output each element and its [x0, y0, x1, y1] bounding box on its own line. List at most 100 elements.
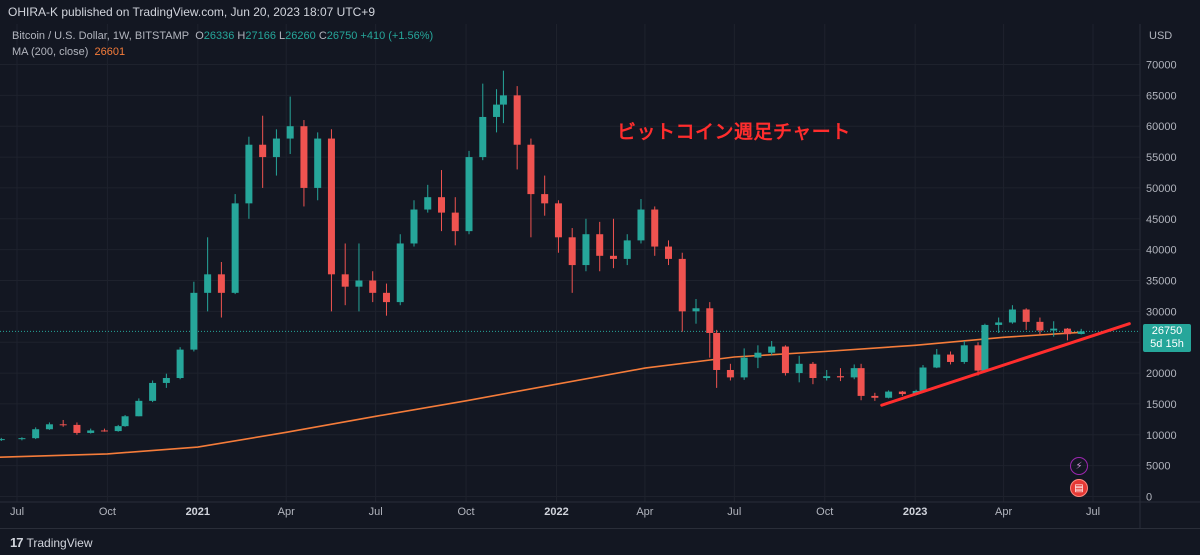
candle-body: [960, 345, 968, 362]
top-bar: OHIRA-K published on TradingView.com, Ju…: [0, 0, 1200, 24]
ma-legend[interactable]: MA (200, close) 26601: [12, 46, 125, 58]
close-label: C: [318, 30, 327, 42]
candle-body: [768, 346, 776, 353]
candle-body: [87, 430, 95, 433]
x-tick-label: Oct: [816, 506, 833, 518]
candle-body: [596, 234, 604, 256]
candle-body: [809, 363, 817, 379]
chart-annotation[interactable]: ビットコイン週足チャート: [617, 122, 851, 143]
candle-body: [651, 209, 659, 247]
current-price-tag: 26750 5d 15h: [1143, 324, 1191, 352]
candle-body: [1008, 309, 1016, 323]
y-tick-label: 50000: [1146, 183, 1177, 195]
footer-bar: 17 TradingView: [0, 528, 1200, 555]
candle-body: [341, 274, 349, 287]
ma-label: MA (200, close): [12, 46, 89, 58]
x-tick-label: Apr: [278, 506, 295, 518]
us-flag-icon[interactable]: ▤: [1070, 479, 1088, 497]
candle-body: [259, 144, 267, 158]
open-label: O: [195, 30, 204, 42]
candle-body: [623, 240, 631, 259]
x-tick-label: 2021: [186, 506, 210, 518]
candle-body: [355, 280, 363, 287]
candle-body: [73, 424, 81, 433]
candle-body: [176, 349, 184, 379]
candle-body: [726, 369, 734, 378]
candle-body: [740, 357, 748, 378]
candle-body: [465, 157, 473, 232]
candle-body: [231, 203, 239, 293]
high-label: H: [237, 30, 246, 42]
low-value: 26260: [285, 30, 316, 42]
candle-body: [898, 391, 906, 395]
candle-body: [1036, 321, 1044, 331]
candle-body: [286, 126, 294, 139]
y-tick-label: 0: [1146, 492, 1152, 504]
candle-body: [59, 424, 67, 426]
candle-body: [871, 395, 879, 398]
candle-body: [204, 274, 212, 293]
x-tick-label: Apr: [995, 506, 1012, 518]
candle-body: [836, 376, 844, 378]
y-tick-label: 20000: [1146, 368, 1177, 380]
y-tick-label: 30000: [1146, 306, 1177, 318]
candle-body: [0, 439, 5, 441]
candle-body: [713, 332, 721, 370]
candle-body: [424, 197, 432, 210]
candle-body: [396, 243, 404, 303]
tradingview-mark-icon: 17: [10, 535, 24, 550]
symbol-name: Bitcoin / U.S. Dollar, 1W, BITSTAMP: [12, 30, 190, 42]
candle-body: [100, 430, 108, 432]
candle-body: [947, 354, 955, 362]
y-tick-label: 35000: [1146, 276, 1177, 288]
x-tick-label: Oct: [458, 506, 475, 518]
candle-body: [327, 138, 335, 275]
x-tick-label: 2022: [544, 506, 568, 518]
candle-body: [382, 292, 390, 303]
open-value: 26336: [203, 30, 235, 42]
candle-body: [706, 308, 714, 333]
candle-body: [135, 400, 143, 417]
candle-body: [410, 209, 418, 244]
candle-body: [45, 424, 53, 430]
lightning-icon[interactable]: ⚡: [1070, 457, 1088, 475]
candle-body: [857, 368, 865, 396]
chart-canvas[interactable]: 0500010000150002000025000300003500040000…: [0, 24, 1200, 528]
low-label: L: [279, 30, 286, 42]
candle-body: [582, 234, 590, 266]
x-tick-label: Jul: [10, 506, 24, 518]
x-tick-label: Jul: [369, 506, 383, 518]
candle-body: [438, 197, 446, 213]
candle-body: [541, 194, 549, 204]
candle-body: [885, 391, 893, 398]
candle-body: [678, 258, 686, 312]
candle-body: [568, 237, 576, 266]
current-price-value: 26750: [1151, 325, 1183, 337]
moving-average-line: [0, 331, 1082, 459]
x-tick-label: Jul: [1086, 506, 1100, 518]
x-tick-label: Oct: [99, 506, 116, 518]
candle-body: [609, 255, 617, 259]
candle-body: [850, 368, 858, 378]
tradingview-logo[interactable]: 17 TradingView: [10, 535, 93, 550]
candle-body: [493, 104, 501, 117]
candle-body: [933, 354, 941, 368]
x-tick-label: Apr: [636, 506, 653, 518]
y-tick-label: 10000: [1146, 430, 1177, 442]
candle-body: [527, 144, 535, 195]
candle-body: [272, 138, 280, 158]
ma-value: 26601: [94, 46, 126, 58]
candle-body: [18, 438, 26, 440]
currency-label[interactable]: USD: [1149, 30, 1173, 42]
symbol-legend[interactable]: Bitcoin / U.S. Dollar, 1W, BITSTAMP O263…: [12, 30, 433, 42]
plot-area[interactable]: 0500010000150002000025000300003500040000…: [0, 24, 1200, 528]
candle-body: [754, 352, 762, 358]
high-value: 27166: [245, 30, 276, 42]
candle-body: [300, 126, 308, 188]
candle-body: [114, 426, 122, 432]
candle-body: [1063, 328, 1071, 335]
candle-body: [190, 292, 198, 350]
candle-body: [499, 95, 507, 105]
candle-body: [637, 209, 645, 241]
brand-name: TradingView: [26, 535, 93, 550]
